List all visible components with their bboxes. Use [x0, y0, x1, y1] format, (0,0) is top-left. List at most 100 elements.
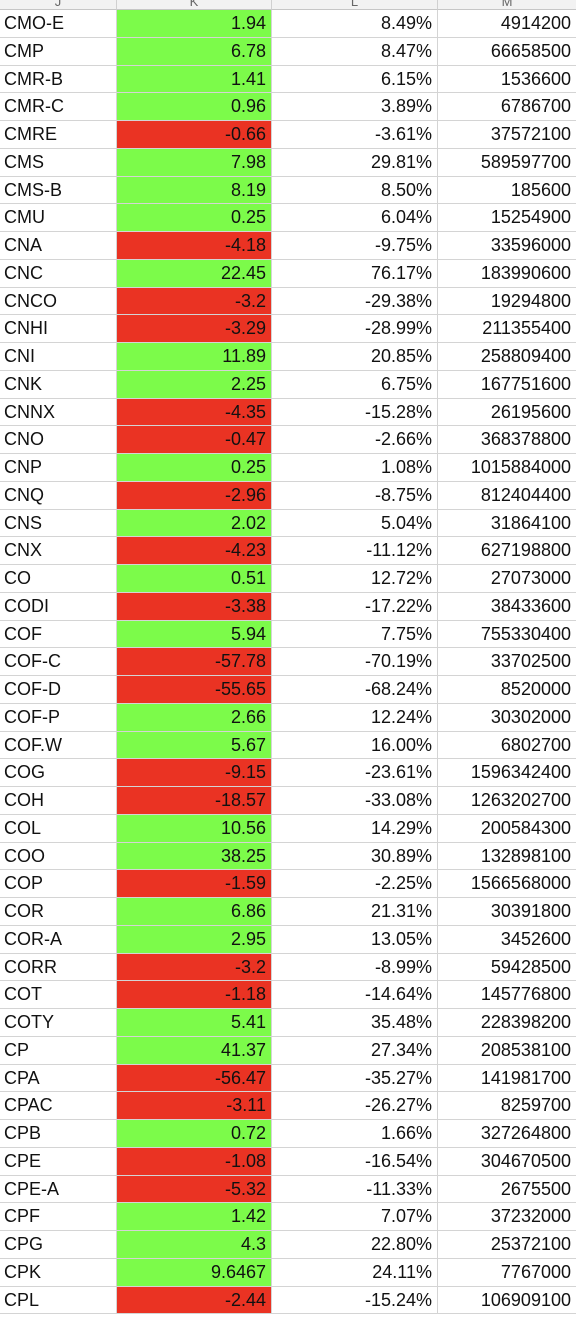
- cell-volume[interactable]: 183990600: [438, 260, 576, 288]
- cell-symbol[interactable]: CPE-A: [0, 1175, 117, 1204]
- cell-symbol[interactable]: COO: [0, 842, 117, 871]
- cell-change[interactable]: 5.67: [117, 731, 272, 760]
- cell-volume[interactable]: 25372100: [438, 1231, 576, 1259]
- cell-change[interactable]: 0.25: [117, 454, 272, 482]
- cell-percent[interactable]: 8.49%: [272, 10, 438, 38]
- cell-change[interactable]: -1.59: [117, 870, 272, 898]
- cell-volume[interactable]: 33596000: [438, 232, 576, 260]
- cell-volume[interactable]: 4914200: [438, 10, 576, 38]
- cell-change[interactable]: 5.94: [117, 620, 272, 649]
- cell-symbol[interactable]: COF-D: [0, 676, 117, 704]
- cell-change[interactable]: 38.25: [117, 842, 272, 871]
- cell-change[interactable]: -4.23: [117, 537, 272, 565]
- cell-percent[interactable]: 3.89%: [272, 93, 438, 121]
- cell-volume[interactable]: 31864100: [438, 510, 576, 538]
- cell-percent[interactable]: -14.64%: [272, 981, 438, 1009]
- cell-change[interactable]: 2.95: [117, 925, 272, 954]
- cell-volume[interactable]: 755330400: [438, 621, 576, 649]
- cell-volume[interactable]: 38433600: [438, 593, 576, 621]
- cell-volume[interactable]: 15254900: [438, 204, 576, 232]
- cell-percent[interactable]: 1.08%: [272, 454, 438, 482]
- cell-percent[interactable]: -2.25%: [272, 870, 438, 898]
- cell-change[interactable]: 6.78: [117, 37, 272, 66]
- cell-percent[interactable]: 30.89%: [272, 842, 438, 871]
- cell-symbol[interactable]: CNS: [0, 509, 117, 538]
- cell-symbol[interactable]: COH: [0, 787, 117, 815]
- cell-symbol[interactable]: CNO: [0, 426, 117, 454]
- cell-percent[interactable]: 12.72%: [272, 565, 438, 593]
- cell-symbol[interactable]: COR: [0, 898, 117, 926]
- cell-symbol[interactable]: CPAC: [0, 1092, 117, 1120]
- cell-change[interactable]: -4.18: [117, 232, 272, 260]
- cell-change[interactable]: -55.65: [117, 676, 272, 704]
- cell-volume[interactable]: 59428500: [438, 954, 576, 982]
- cell-symbol[interactable]: CMRE: [0, 121, 117, 149]
- cell-change[interactable]: 9.6467: [117, 1258, 272, 1287]
- cell-change[interactable]: 4.3: [117, 1231, 272, 1259]
- cell-change[interactable]: -5.32: [117, 1175, 272, 1204]
- cell-symbol[interactable]: CNP: [0, 454, 117, 482]
- cell-symbol[interactable]: CMS: [0, 148, 117, 177]
- cell-percent[interactable]: 8.47%: [272, 37, 438, 66]
- cell-volume[interactable]: 66658500: [438, 38, 576, 66]
- cell-volume[interactable]: 6802700: [438, 732, 576, 760]
- cell-volume[interactable]: 228398200: [438, 1009, 576, 1037]
- cell-volume[interactable]: 132898100: [438, 843, 576, 871]
- cell-percent[interactable]: 7.07%: [272, 1203, 438, 1231]
- cell-percent[interactable]: 29.81%: [272, 148, 438, 177]
- column-header-l[interactable]: L: [272, 0, 438, 10]
- cell-symbol[interactable]: CNI: [0, 343, 117, 371]
- cell-change[interactable]: -3.2: [117, 287, 272, 316]
- cell-symbol[interactable]: CPE: [0, 1147, 117, 1176]
- cell-change[interactable]: -3.11: [117, 1092, 272, 1120]
- cell-symbol[interactable]: CORR: [0, 953, 117, 982]
- cell-percent[interactable]: -16.54%: [272, 1147, 438, 1176]
- cell-symbol[interactable]: CNA: [0, 232, 117, 260]
- cell-volume[interactable]: 185600: [438, 177, 576, 205]
- cell-percent[interactable]: -8.99%: [272, 953, 438, 982]
- cell-symbol[interactable]: CPF: [0, 1203, 117, 1231]
- cell-symbol[interactable]: CNQ: [0, 481, 117, 510]
- cell-volume[interactable]: 1536600: [438, 66, 576, 94]
- cell-change[interactable]: -18.57: [117, 787, 272, 815]
- cell-symbol[interactable]: CP: [0, 1036, 117, 1065]
- cell-change[interactable]: -56.47: [117, 1064, 272, 1093]
- cell-percent[interactable]: 27.34%: [272, 1036, 438, 1065]
- cell-symbol[interactable]: COF.W: [0, 731, 117, 760]
- cell-change[interactable]: 22.45: [117, 259, 272, 288]
- cell-percent[interactable]: 6.04%: [272, 204, 438, 232]
- cell-symbol[interactable]: CMP: [0, 37, 117, 66]
- cell-percent[interactable]: 16.00%: [272, 731, 438, 760]
- cell-symbol[interactable]: CO: [0, 565, 117, 593]
- cell-change[interactable]: 8.19: [117, 176, 272, 205]
- cell-volume[interactable]: 30302000: [438, 704, 576, 732]
- cell-symbol[interactable]: CODI: [0, 592, 117, 621]
- cell-percent[interactable]: -28.99%: [272, 315, 438, 343]
- cell-change[interactable]: -9.15: [117, 759, 272, 787]
- cell-change[interactable]: -3.29: [117, 315, 272, 343]
- cell-volume[interactable]: 6786700: [438, 93, 576, 121]
- cell-change[interactable]: 41.37: [117, 1036, 272, 1065]
- cell-percent[interactable]: -35.27%: [272, 1064, 438, 1093]
- cell-change[interactable]: -3.38: [117, 592, 272, 621]
- cell-symbol[interactable]: COP: [0, 870, 117, 898]
- cell-symbol[interactable]: CMU: [0, 204, 117, 232]
- cell-percent[interactable]: -11.33%: [272, 1175, 438, 1204]
- cell-percent[interactable]: 20.85%: [272, 343, 438, 371]
- cell-symbol[interactable]: CMR-B: [0, 65, 117, 94]
- cell-volume[interactable]: 304670500: [438, 1148, 576, 1176]
- cell-change[interactable]: 5.41: [117, 1009, 272, 1037]
- cell-change[interactable]: -1.08: [117, 1147, 272, 1176]
- cell-volume[interactable]: 141981700: [438, 1065, 576, 1093]
- cell-volume[interactable]: 26195600: [438, 399, 576, 427]
- cell-volume[interactable]: 145776800: [438, 981, 576, 1009]
- cell-volume[interactable]: 8520000: [438, 676, 576, 704]
- cell-change[interactable]: 0.72: [117, 1120, 272, 1148]
- cell-volume[interactable]: 2675500: [438, 1176, 576, 1204]
- cell-change[interactable]: 2.25: [117, 370, 272, 399]
- cell-percent[interactable]: 6.15%: [272, 65, 438, 94]
- cell-percent[interactable]: -9.75%: [272, 232, 438, 260]
- cell-volume[interactable]: 812404400: [438, 482, 576, 510]
- cell-volume[interactable]: 327264800: [438, 1120, 576, 1148]
- cell-change[interactable]: -2.96: [117, 481, 272, 510]
